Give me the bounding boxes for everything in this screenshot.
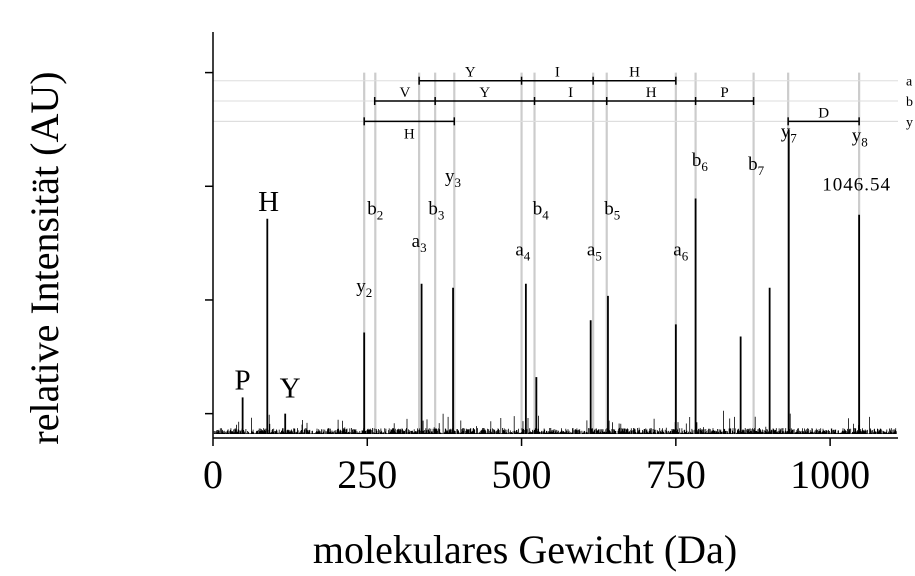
ion-label: y2 — [356, 276, 372, 300]
baseline-noise — [213, 410, 897, 434]
guide-lines — [213, 72, 898, 430]
immonium-label: P — [235, 364, 251, 396]
axes — [212, 32, 898, 439]
ion-label: b4 — [533, 199, 550, 223]
residue-label: P — [720, 85, 728, 101]
ion-label: a5 — [587, 239, 602, 263]
precursor-mass-label: 1046.54 — [822, 174, 891, 195]
x-axis-title: molekulares Gewicht (Da) — [313, 527, 737, 572]
ion-label: b5 — [604, 199, 620, 223]
residue-label: H — [646, 85, 657, 101]
x-tick-label: 500 — [492, 452, 552, 497]
residue-label: Y — [465, 65, 476, 81]
residue-label: I — [568, 85, 573, 101]
residue-label: Y — [479, 85, 490, 101]
residue-label: I — [555, 65, 560, 81]
ion-label: a3 — [412, 231, 427, 255]
immonium-label: Y — [280, 373, 301, 405]
ion-label: y8 — [852, 126, 868, 150]
ion-label: b7 — [748, 154, 765, 178]
ion-label: y3 — [445, 166, 461, 190]
y-ticks — [205, 71, 213, 415]
residue-label: H — [629, 65, 640, 81]
x-tick-label: 1000 — [790, 452, 870, 497]
ion-label: b2 — [367, 199, 383, 223]
immonium-label: H — [258, 186, 279, 218]
residue-label: H — [404, 126, 415, 142]
ladder-series-label: a — [906, 75, 913, 90]
ion-label: b6 — [692, 150, 709, 174]
ion-label: y7 — [781, 122, 798, 146]
ion-label: a6 — [673, 239, 688, 263]
x-tick-label: 0 — [203, 452, 223, 497]
residue-label: V — [400, 85, 411, 101]
x-tick-label: 750 — [646, 452, 706, 497]
ladder-series-label: y — [906, 115, 913, 130]
peaks — [241, 129, 861, 434]
ion-label: a4 — [515, 239, 530, 263]
x-tick-label: 250 — [337, 452, 397, 497]
noise-path — [213, 410, 897, 434]
ion-label: b3 — [428, 199, 444, 223]
residue-label: D — [818, 105, 829, 121]
y-axis-title: relative Intensität (AU) — [22, 71, 67, 444]
x-ticks: 0 250 500 750 1000 — [203, 438, 870, 497]
ladder-series-label: b — [906, 95, 913, 110]
